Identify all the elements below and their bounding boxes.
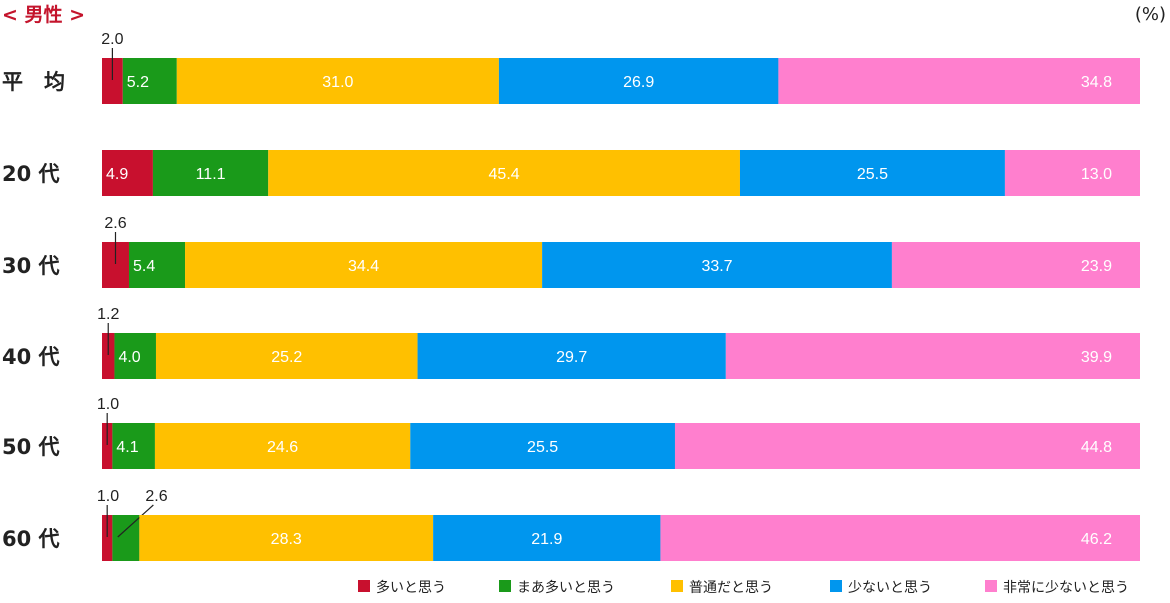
data-label: 26.9 [623, 74, 654, 91]
category-label: 50 代 [2, 435, 60, 459]
bar-segment [542, 242, 892, 288]
category-label: 60 代 [2, 527, 60, 551]
data-label: 2.0 [101, 31, 123, 48]
data-label: 5.2 [127, 74, 149, 91]
bar-segment [102, 515, 113, 561]
legend-swatch [358, 580, 370, 592]
data-label: 29.7 [556, 349, 587, 366]
bar-segment [139, 515, 434, 561]
bar-segment [268, 150, 740, 196]
data-label: 34.8 [1081, 74, 1112, 91]
data-label: 2.6 [145, 488, 167, 505]
data-label: 5.4 [133, 258, 155, 275]
legend-label: 普通だと思う [689, 580, 773, 596]
unit-label: (%) [1134, 4, 1166, 25]
bar-segment [122, 58, 177, 104]
data-label: 4.0 [118, 349, 140, 366]
bar-segment [128, 242, 186, 288]
bar-segment [433, 515, 661, 561]
data-label: 2.6 [104, 215, 126, 232]
legend-swatch [671, 580, 683, 592]
data-label: 1.0 [97, 488, 119, 505]
data-label: 1.0 [97, 396, 119, 413]
bar-segment [114, 333, 156, 379]
data-label: 28.3 [271, 531, 302, 548]
legend-label: 多いと思う [376, 579, 446, 596]
bar-segment [660, 515, 1140, 561]
category-label: 平 均 [2, 70, 65, 94]
bar-segment [891, 242, 1140, 288]
bar-segment [154, 423, 411, 469]
bar-segment [112, 515, 140, 561]
data-label: 44.8 [1081, 439, 1112, 456]
bar-segment [778, 58, 1140, 104]
legend-label: 少ないと思う [848, 580, 932, 596]
bar-segment [725, 333, 1140, 379]
bar-segment [498, 58, 779, 104]
data-label: 24.6 [267, 439, 298, 456]
bar-segment [102, 58, 123, 104]
bar-segment [102, 333, 115, 379]
data-label: 21.9 [531, 531, 562, 548]
bar-segment [739, 150, 1005, 196]
category-label: 40 代 [2, 345, 60, 369]
data-label: 34.4 [348, 258, 379, 275]
data-label: 39.9 [1081, 349, 1112, 366]
data-label: 4.1 [116, 439, 138, 456]
bar-segment [102, 150, 153, 196]
bar-segment [112, 423, 155, 469]
bar-segment [674, 423, 1140, 469]
data-label: 25.2 [271, 349, 302, 366]
bar-segment [1004, 150, 1140, 196]
bar-segment [417, 333, 726, 379]
bar-segment [185, 242, 543, 288]
data-label: 31.0 [322, 74, 353, 91]
data-label: 33.7 [701, 258, 732, 275]
data-label: 23.9 [1081, 258, 1112, 275]
bar-segment [176, 58, 499, 104]
bar-segment [152, 150, 269, 196]
category-label: 20 代 [2, 162, 60, 186]
leader-line [117, 504, 154, 538]
data-label: 25.5 [857, 166, 888, 183]
bar-segment [155, 333, 418, 379]
legend-swatch [830, 580, 842, 592]
data-label: 13.0 [1081, 166, 1112, 183]
data-label: 11.1 [196, 166, 226, 183]
legend-swatch [499, 580, 511, 592]
legend-label: 非常に少ないと思う [1003, 580, 1129, 596]
bar-segment [410, 423, 675, 469]
category-label: 30 代 [2, 254, 60, 278]
data-label: 1.2 [97, 306, 119, 323]
data-label: 45.4 [489, 166, 520, 183]
data-label: 46.2 [1081, 531, 1112, 548]
chart-title: < 男性 > [2, 4, 86, 26]
legend-label: まあ多いと思う [517, 579, 615, 596]
legend-swatch [985, 580, 997, 592]
data-label: 4.9 [106, 166, 128, 183]
bar-segment [102, 423, 113, 469]
data-label: 25.5 [527, 439, 558, 456]
